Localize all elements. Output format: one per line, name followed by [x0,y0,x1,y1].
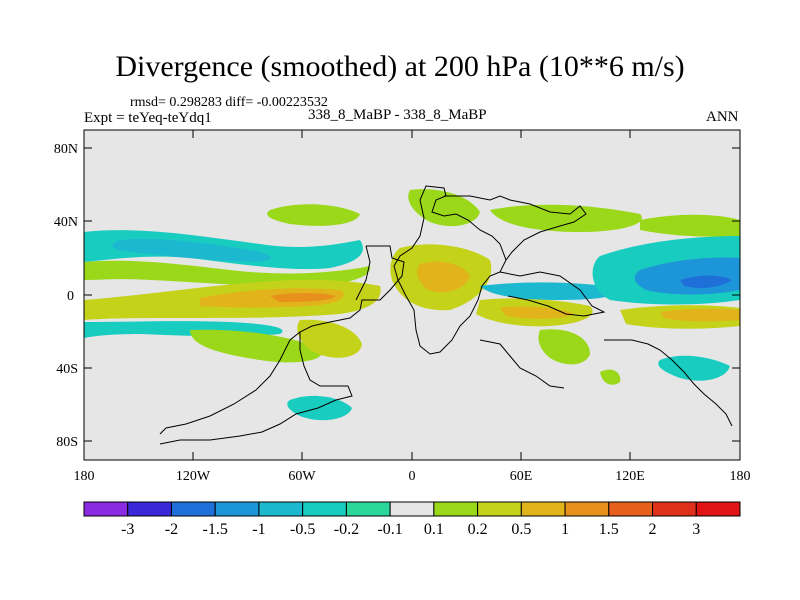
colorbar-swatch [302,501,347,517]
colorbar-swatch [695,501,741,517]
x-tick-label: 60E [510,469,533,484]
contour-pos-north-west [84,260,371,287]
colorbar-label: -3 [121,521,134,538]
colorbar-label: 1 [561,521,569,538]
outline-australia [604,339,733,427]
contour-pos-africa-core [417,261,470,293]
colorbar-swatch [477,501,522,517]
contour-fields [84,189,740,421]
colorbar-swatch [652,501,697,517]
y-tick-label: 80N [54,142,78,157]
y-axis: 80N 40N 0 40S 80S [54,142,740,450]
contour-pos-south-east-core [660,308,740,322]
contour-pos-asia-north-b [640,214,740,237]
x-tick-label: 60W [288,469,316,484]
contour-neg-south-west-blob [287,395,352,421]
x-tick-label: 180 [74,469,95,484]
contour-neg-north-east-peak [680,275,732,288]
case-label: 338_8_MaBP - 338_8_MaBP [308,107,487,123]
colorbar-swatch [520,501,566,517]
colorbar-swatch [608,501,654,517]
colorbar-label: 2 [649,521,657,538]
colorbar-swatch [258,501,304,517]
y-tick-label: 0 [67,289,74,304]
contour-pos-asia-north [490,204,642,232]
contour-neg-equatorial-east [480,282,621,300]
outline-north-america-fragment [355,245,371,301]
colorbar-swatch [83,501,129,517]
colorbar-label: 0.1 [424,521,444,538]
x-axis: 180 120W 60W 0 60E 120E 180 [74,130,751,484]
contour-pos-south-west-b [297,319,362,358]
x-tick-label: 120W [176,469,211,484]
contour-pos-south-east-blob-b [600,369,621,385]
colorbar-label: -0.5 [290,521,315,538]
contour-pos-north-mid [267,204,360,226]
outline-south-america [159,245,405,445]
colorbar-swatch [433,501,479,517]
outline-australia-south [479,339,565,389]
season-label: ANN [706,109,739,125]
x-tick-label: 0 [409,469,416,484]
colorbar-label: 0.5 [511,521,531,538]
stats-text: rmsd= 0.298283 diff= -0.00223532 [130,95,328,110]
contour-pos-south-east-blob [538,329,590,365]
y-tick-label: 80S [56,435,78,450]
colorbar-swatch [127,501,172,517]
outline-eurasia [444,195,587,261]
y-tick-label: 40S [56,362,78,377]
continent-outlines [159,185,733,445]
colorbar-swatch [214,501,260,517]
outline-south-america-inner [159,331,301,435]
colorbar-label: -0.1 [377,521,402,538]
y-tick-label: 40N [54,215,78,230]
colorbar-swatch [170,501,216,517]
colorbar: -3 -2 -1.5 -1 -0.5 -0.2 -0.1 0.1 0.2 0.5 1 1.5 2 3 [83,501,741,538]
contour-pos-south-west-a [190,329,322,363]
colorbar-label: -1 [252,521,265,538]
x-tick-label: 180 [730,469,751,484]
plot-title: Divergence (smoothed) at 200 hPa (10**6 … [115,50,685,83]
colorbar-swatch [389,501,435,517]
colorbar-label: 0.2 [468,521,488,538]
experiment-label: Expt = teYeq-teYdq1 [84,110,212,126]
outline-africa [393,185,507,355]
contour-neg-south-east-blob [658,355,730,381]
colorbar-label: -0.2 [334,521,359,538]
x-tick-label: 120E [615,469,645,484]
colorbar-label: -2 [165,521,178,538]
colorbar-label: 3 [692,521,700,538]
colorbar-swatch [564,501,610,517]
colorbar-label: 1.5 [599,521,619,538]
colorbar-label: -1.5 [203,521,228,538]
contour-pos-equatorial-west-peak [270,293,336,302]
contour-neg-north-west-core [112,238,271,262]
outline-asia-south [499,271,606,317]
colorbar-swatch [345,501,391,517]
